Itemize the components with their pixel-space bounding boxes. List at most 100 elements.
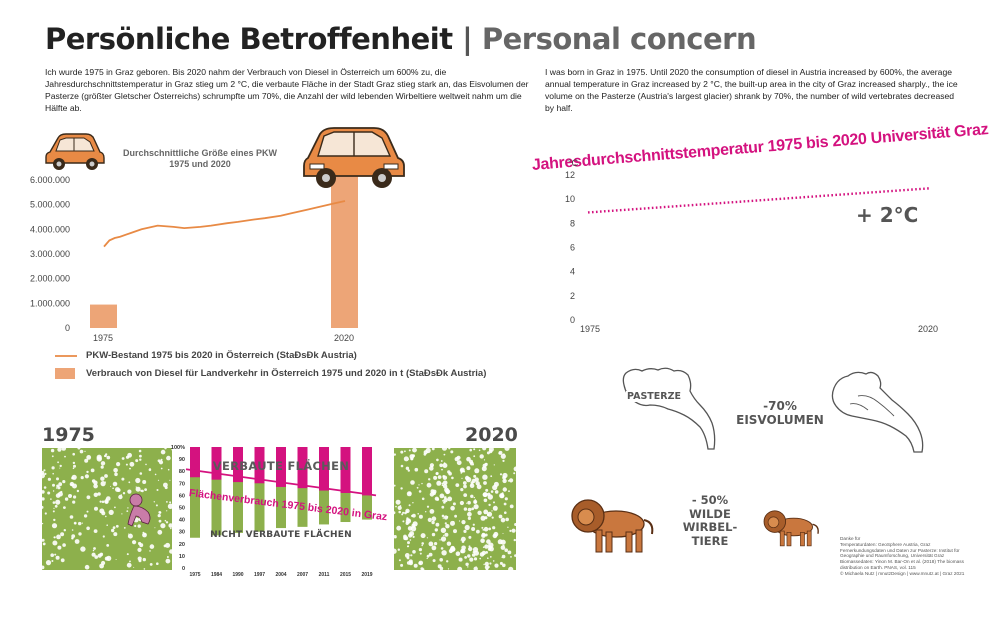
built-up-patch bbox=[106, 544, 110, 547]
built-up-patch bbox=[428, 478, 431, 481]
built-up-patch bbox=[499, 473, 503, 476]
built-up-patch bbox=[410, 526, 417, 532]
built-up-patch bbox=[435, 529, 437, 532]
built-up-patch bbox=[466, 466, 471, 471]
built-up-patch bbox=[431, 545, 437, 551]
built-up-patch bbox=[133, 566, 135, 568]
built-up-patch bbox=[436, 498, 440, 501]
built-up-patch bbox=[489, 562, 492, 565]
built-up-patch bbox=[450, 547, 456, 552]
built-up-patch bbox=[450, 505, 455, 511]
built-bar bbox=[340, 447, 351, 493]
built-up-patch bbox=[72, 467, 75, 470]
built-up-patch bbox=[408, 491, 412, 495]
built-up-patch bbox=[137, 556, 142, 561]
built-up-patch bbox=[129, 461, 135, 467]
built-up-patch bbox=[104, 481, 106, 483]
built-up-patch bbox=[156, 489, 159, 491]
built-up-patch bbox=[494, 490, 499, 494]
built-up-patch bbox=[53, 507, 55, 509]
built-up-patch bbox=[503, 544, 505, 547]
built-up-patch bbox=[47, 477, 51, 481]
built-up-patch bbox=[426, 537, 428, 539]
unbuilt-bar bbox=[254, 447, 265, 532]
diesel-bar bbox=[90, 304, 117, 328]
built-up-patch bbox=[56, 534, 61, 540]
built-up-patch bbox=[405, 466, 410, 470]
built-up-patch bbox=[450, 450, 454, 454]
built-up-patch bbox=[502, 478, 507, 484]
built-up-patch bbox=[483, 563, 485, 566]
built-up-patch bbox=[402, 511, 405, 514]
year-tick-label: 2011 bbox=[319, 572, 330, 578]
animals-change-block: - 50% WILDE WIRBEL- TIERE bbox=[672, 493, 748, 548]
built-up-patch bbox=[500, 453, 506, 459]
built-up-patch bbox=[455, 551, 461, 556]
built-up-patch bbox=[476, 484, 482, 490]
credits-line: © Michaela Nutz | mnutzDesign | www.mnut… bbox=[840, 570, 965, 576]
x-tick-label: 1975 bbox=[580, 324, 600, 334]
built-up-patch bbox=[510, 556, 512, 558]
built-up-patch bbox=[477, 510, 482, 515]
built-up-patch bbox=[465, 562, 469, 566]
built-up-patch bbox=[461, 477, 463, 479]
animals-change-value: - 50% bbox=[691, 493, 729, 507]
built-up-patch bbox=[127, 489, 132, 494]
pct-tick-label: 70 bbox=[179, 481, 185, 487]
graz-map-2020 bbox=[394, 448, 516, 570]
built-up-patch bbox=[463, 507, 468, 511]
built-up-patch bbox=[441, 550, 447, 556]
built-up-patch bbox=[166, 556, 169, 558]
built-up-patch bbox=[484, 565, 490, 570]
built-up-patch bbox=[83, 514, 88, 518]
built-up-patch bbox=[126, 562, 132, 568]
built-up-patch bbox=[105, 515, 107, 518]
landuse-trend-line bbox=[185, 468, 377, 497]
built-up-patch bbox=[86, 470, 89, 474]
built-up-patch bbox=[463, 529, 467, 533]
built-up-patch bbox=[504, 548, 508, 552]
built-up-patch bbox=[500, 563, 502, 565]
built-up-patch bbox=[86, 510, 89, 513]
built-up-patch bbox=[409, 539, 412, 541]
built-up-patch bbox=[501, 554, 506, 559]
built-up-patch bbox=[71, 529, 74, 531]
built-up-patch bbox=[426, 557, 428, 560]
built-up-patch bbox=[487, 557, 489, 559]
built-up-patch bbox=[62, 543, 66, 547]
built-up-patch bbox=[104, 474, 108, 478]
built-up-patch bbox=[476, 529, 480, 534]
pct-tick-label: 20 bbox=[179, 542, 185, 548]
built-up-patch bbox=[402, 520, 405, 523]
credits-line: Fernerkundungsdaten und Daten zur Paster… bbox=[840, 547, 960, 553]
built-up-patch bbox=[412, 513, 416, 518]
built-up-patch bbox=[121, 457, 125, 460]
built-up-patch bbox=[513, 538, 516, 542]
built-area-label: VERBAUTE FLÄCHEN bbox=[212, 459, 350, 473]
built-up-patch bbox=[400, 487, 403, 490]
built-up-patch bbox=[129, 560, 131, 563]
built-up-patch bbox=[115, 487, 120, 492]
built-up-patch bbox=[412, 448, 417, 453]
y-tick-label: 0 bbox=[65, 323, 70, 333]
built-up-patch bbox=[485, 568, 489, 570]
built-bar bbox=[233, 447, 243, 483]
built-up-patch bbox=[100, 481, 106, 487]
crawling-baby-icon bbox=[127, 493, 151, 527]
built-up-patch bbox=[395, 505, 397, 508]
built-up-patch bbox=[137, 547, 142, 552]
built-up-patch bbox=[468, 535, 472, 539]
credits-line: Temperaturdaten: GeoSphere Austria, Graz bbox=[840, 541, 931, 547]
built-up-patch bbox=[451, 476, 454, 480]
built-up-patch bbox=[426, 554, 430, 558]
built-up-patch bbox=[467, 511, 472, 517]
glacier-name-label: PASTERZE bbox=[626, 391, 682, 402]
built-up-patch bbox=[407, 458, 410, 460]
year-tick-label: 1984 bbox=[211, 572, 222, 578]
x-tick-label: 1975 bbox=[93, 333, 113, 343]
built-up-patch bbox=[417, 513, 419, 515]
built-up-patch bbox=[397, 548, 400, 551]
built-up-patch bbox=[500, 545, 506, 550]
built-up-patch bbox=[425, 448, 431, 454]
built-up-patch bbox=[473, 566, 478, 570]
